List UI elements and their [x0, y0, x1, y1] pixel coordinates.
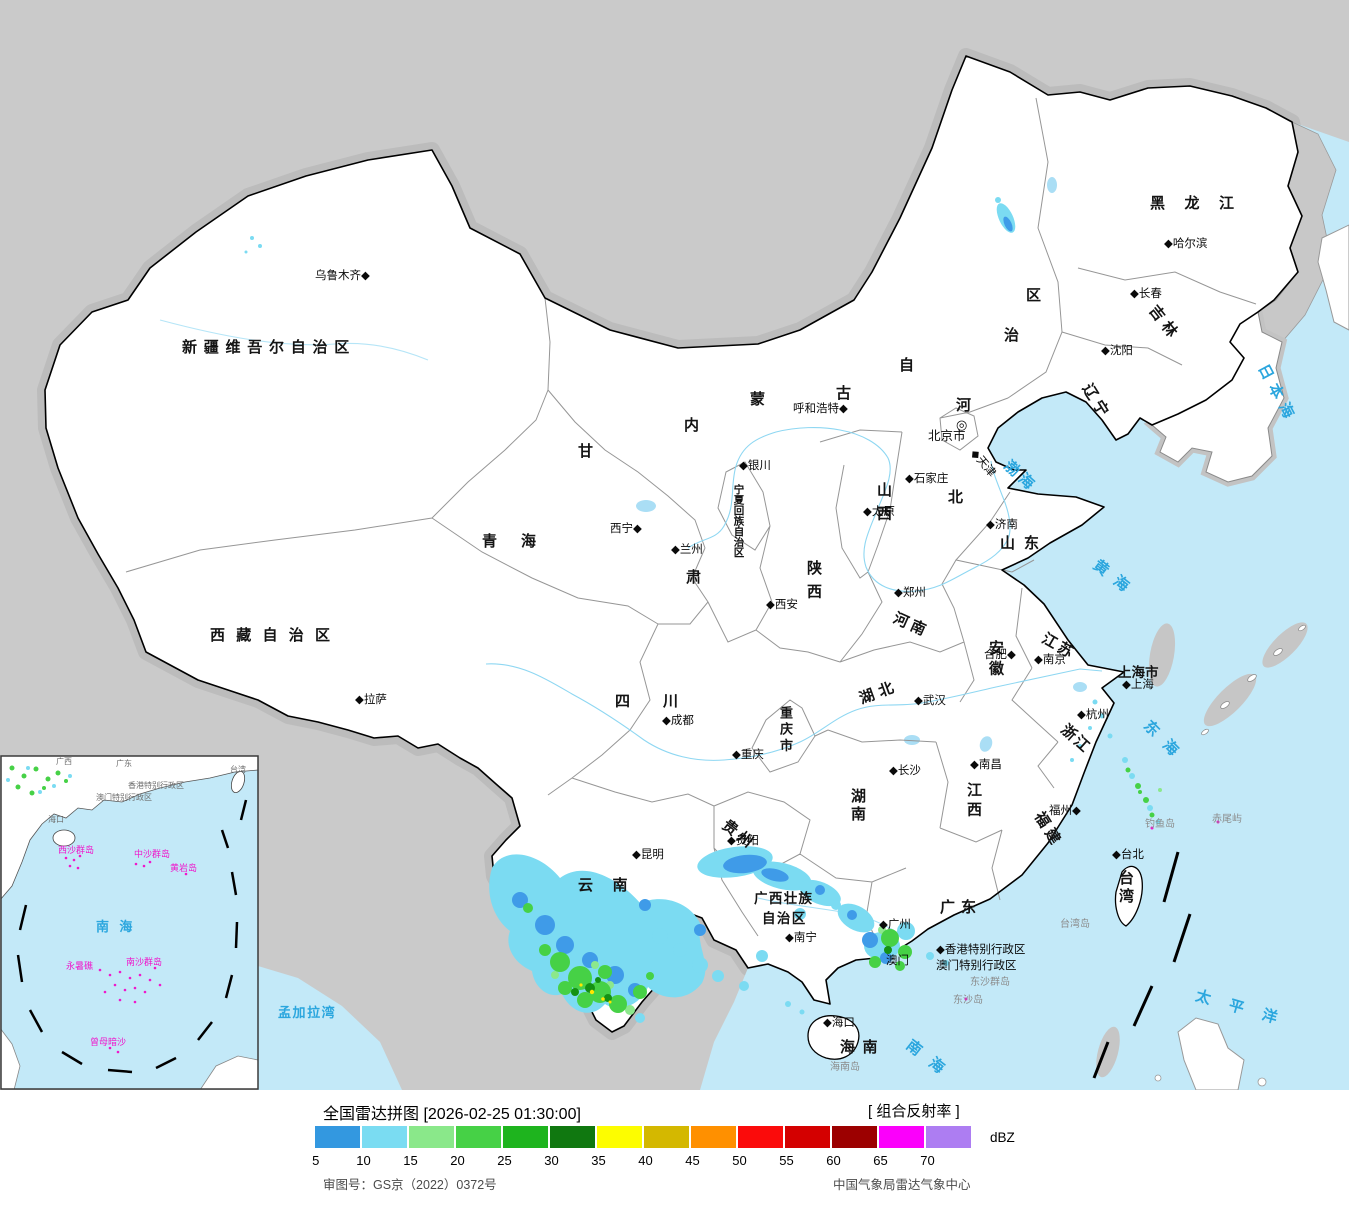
island-markers-main [964, 820, 1220, 1001]
inset-echoes [6, 765, 72, 796]
dbz-swatch-40: 40 [638, 1126, 691, 1172]
inset-map [1, 756, 258, 1089]
inset-borneo [200, 1055, 258, 1089]
dbz-swatch-20: 20 [450, 1126, 503, 1172]
dbz-swatch-10: 10 [356, 1126, 409, 1172]
inset-hainan [52, 829, 76, 847]
luzon-island [1177, 1017, 1245, 1090]
dbz-swatch-30: 30 [544, 1126, 597, 1172]
inset-malay [1, 1028, 21, 1089]
data-source: 中国气象局雷达气象中心 [833, 1178, 971, 1192]
legend-bar: 全国雷达拼图 [2026-02-25 01:30:00] [ 组合反射率 ] 5… [0, 1090, 1349, 1208]
dbz-swatch-25: 25 [497, 1126, 550, 1172]
map-title: 全国雷达拼图 [2026-02-25 01:30:00] [323, 1106, 581, 1123]
dbz-swatch-5: 5 [312, 1126, 362, 1172]
inset-taiwan [230, 770, 246, 794]
hainan-island [807, 1015, 860, 1060]
japan-coast [1317, 224, 1349, 331]
radar-echoes [244, 197, 1162, 1023]
sea-mask-blobs [1096, 622, 1308, 1078]
inset-mainland [1, 756, 258, 900]
small-islands [1154, 1074, 1267, 1087]
map-license-number: 审图号：GS京（2022）0372号 [323, 1178, 497, 1192]
product-name: [ 组合反射率 ] [868, 1103, 960, 1120]
radar-mosaic-map: 日本海 渤海 黄海 东海 南海 太平洋 孟加拉湾 黑龙江 吉林 辽宁内蒙古自治区新疆维吾尔自治区甘… [0, 0, 1349, 1090]
dbz-swatch-50: 50 [732, 1126, 785, 1172]
dbz-swatch-55: 55 [779, 1126, 832, 1172]
map-canvas [0, 0, 1349, 1090]
rivers [159, 319, 1103, 939]
dbz-swatch-65: 65 [873, 1126, 926, 1172]
inset-border [0, 755, 259, 1090]
sea-bay-of-bengal [258, 966, 402, 1090]
ryukyu-islands [1201, 624, 1306, 736]
dbz-swatch-15: 15 [403, 1126, 456, 1172]
dbz-swatch-35: 35 [591, 1126, 644, 1172]
dbz-unit-label: dBZ [990, 1130, 1015, 1145]
taiwan-island [1114, 865, 1143, 927]
sea-east-south [700, 122, 1349, 1090]
national-border [44, 55, 1303, 1033]
dbz-color-scale: 5 10 15 20 25 30 35 40 45 50 55 60 65 70 [312, 1126, 973, 1172]
inset-island-markers [64, 854, 188, 1054]
dbz-swatch-70: 70 [920, 1126, 973, 1172]
dbz-swatch-45: 45 [685, 1126, 738, 1172]
lakes [636, 177, 1087, 752]
china-land [45, 56, 1302, 1032]
inset-dash-line [16, 799, 248, 1074]
dash-line-main [1092, 851, 1192, 1079]
dbz-swatch-60: 60 [826, 1126, 879, 1172]
